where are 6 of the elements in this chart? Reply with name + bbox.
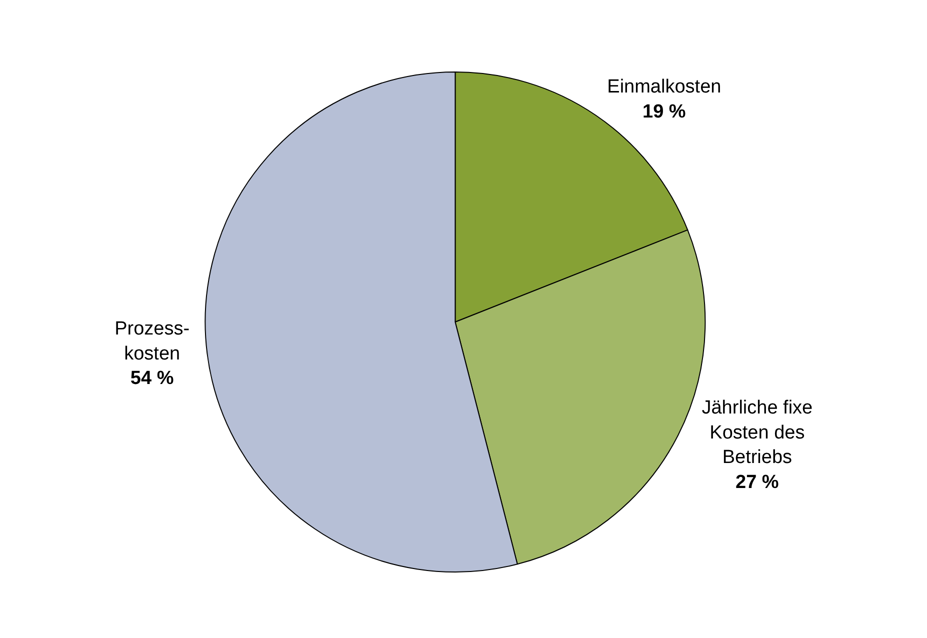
slice-label: Prozess- kosten (114, 318, 190, 364)
data-label: 54 % (130, 368, 174, 390)
data-label: 19 % (642, 101, 686, 122)
data-label: 27 % (736, 472, 779, 493)
slice-label: Einmalkosten (607, 76, 722, 98)
slice-label: Jährliche fixe Kosten des Betriebs (702, 398, 813, 468)
